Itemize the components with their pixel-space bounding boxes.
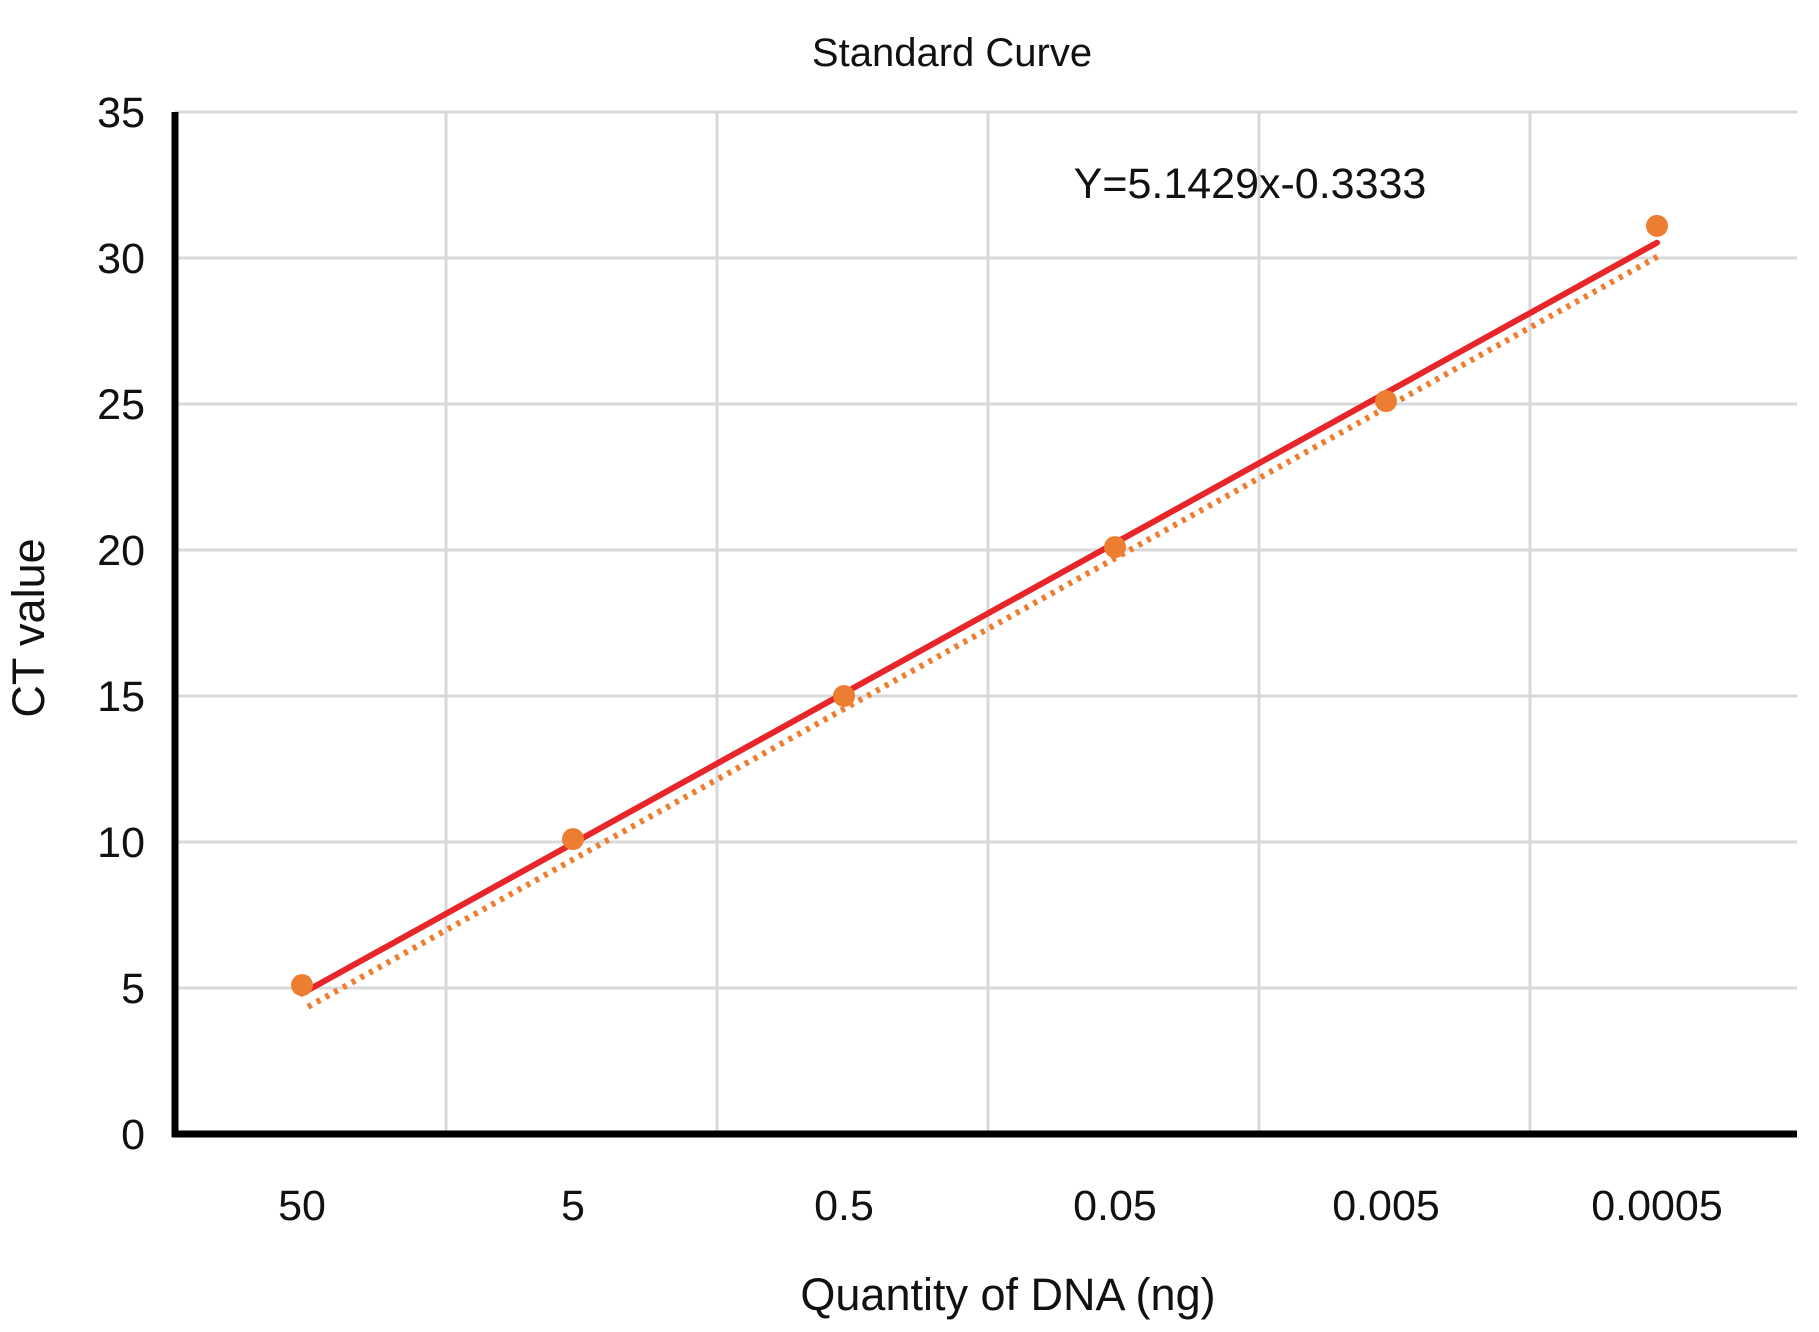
grid	[175, 110, 1797, 1134]
data-point	[833, 685, 855, 707]
x-tick-label: 0.0005	[1591, 1182, 1723, 1230]
y-tick-label: 10	[97, 819, 145, 867]
x-tick-label: 0.5	[814, 1182, 874, 1230]
y-tick-label: 15	[97, 673, 145, 721]
x-tick-label: 0.05	[1073, 1182, 1157, 1230]
data-points	[291, 214, 1668, 997]
y-tick-label: 35	[97, 89, 145, 137]
y-tick-label: 5	[121, 965, 145, 1013]
y-tick-label: 25	[97, 381, 145, 429]
x-tick-label: 50	[278, 1182, 326, 1230]
equation-label: Y=5.1429x-0.3333	[1074, 160, 1427, 208]
chart-title: Standard Curve	[812, 31, 1092, 75]
x-axis-title: Quantity of DNA (ng)	[800, 1269, 1215, 1320]
data-point	[1375, 390, 1397, 413]
axes	[171, 112, 1797, 1138]
data-point	[562, 828, 584, 851]
x-tick-labels: 50 5 0.5 0.05 0.005 0.0005	[278, 1182, 1723, 1230]
y-axis-title: CT value	[3, 538, 54, 717]
y-tick-labels: 0 5 10 15 20 25 30 35	[97, 89, 145, 1159]
y-tick-label: 30	[97, 235, 145, 283]
dotted-trendline	[306, 253, 1661, 1010]
fit-line-layer	[299, 239, 1660, 997]
fit-line	[299, 239, 1660, 997]
data-point	[1646, 214, 1668, 237]
data-point	[291, 974, 313, 997]
x-tick-label: 5	[561, 1182, 585, 1230]
x-tick-label: 0.005	[1332, 1182, 1440, 1230]
trendline-layer	[306, 253, 1661, 1010]
data-point	[1104, 536, 1126, 559]
y-tick-label: 0	[121, 1111, 145, 1159]
y-tick-label: 20	[97, 527, 145, 575]
